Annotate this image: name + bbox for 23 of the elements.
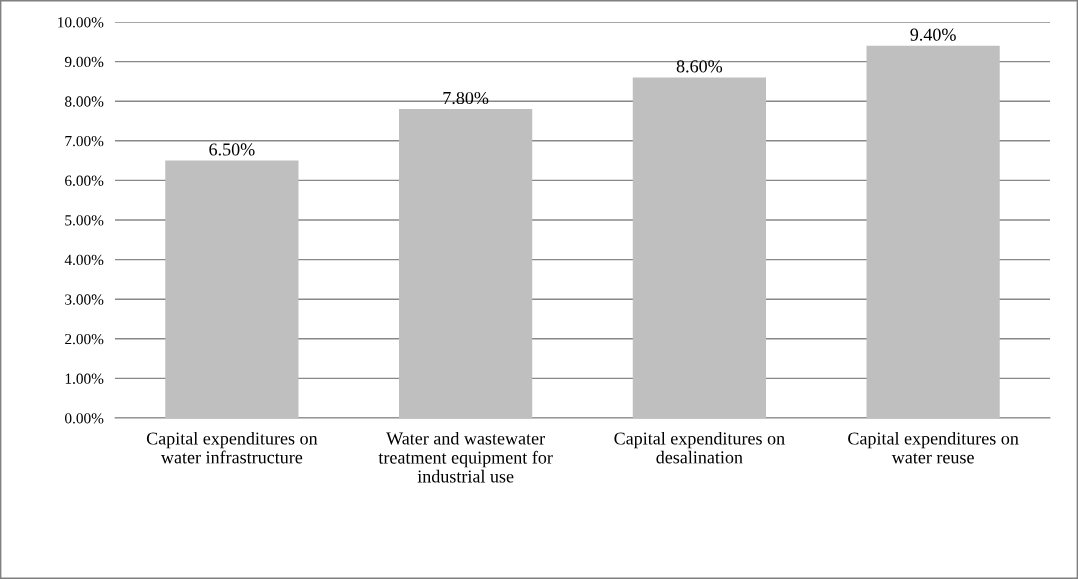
- y-tick-label: 7.00%: [65, 135, 104, 147]
- bar: [165, 160, 299, 418]
- y-tick-label: 9.00%: [64, 56, 104, 68]
- y-tick-label: 5.00%: [65, 215, 104, 226]
- data-label: 8.60%: [676, 60, 723, 73]
- y-tick-label: 8.00%: [65, 96, 104, 107]
- y-tick-label: 2.00%: [65, 333, 104, 345]
- data-label: 6.50%: [209, 143, 255, 156]
- y-tick-label: 1.00%: [65, 373, 104, 384]
- bar: [632, 77, 766, 418]
- x-tick-label: Capital expenditures on water reuse: [848, 431, 1019, 464]
- y-tick-label: 6.00%: [65, 175, 104, 186]
- data-label: 7.80%: [443, 91, 489, 105]
- y-tick-label: 0.00%: [65, 413, 104, 424]
- bar: [866, 45, 1000, 418]
- bar: [399, 109, 533, 418]
- x-tick-label: Capital expenditures on desalination: [614, 431, 785, 464]
- x-tick-label: Capital expenditures on water infrastructure: [146, 431, 318, 464]
- data-label: 9.40%: [910, 28, 956, 41]
- x-tick-label: Water and wastewater treatment equipment for industrial use: [378, 431, 553, 483]
- y-tick-label: 3.00%: [65, 294, 104, 305]
- y-tick-label: 10.00%: [58, 17, 104, 28]
- y-tick-label: 4.00%: [64, 254, 104, 266]
